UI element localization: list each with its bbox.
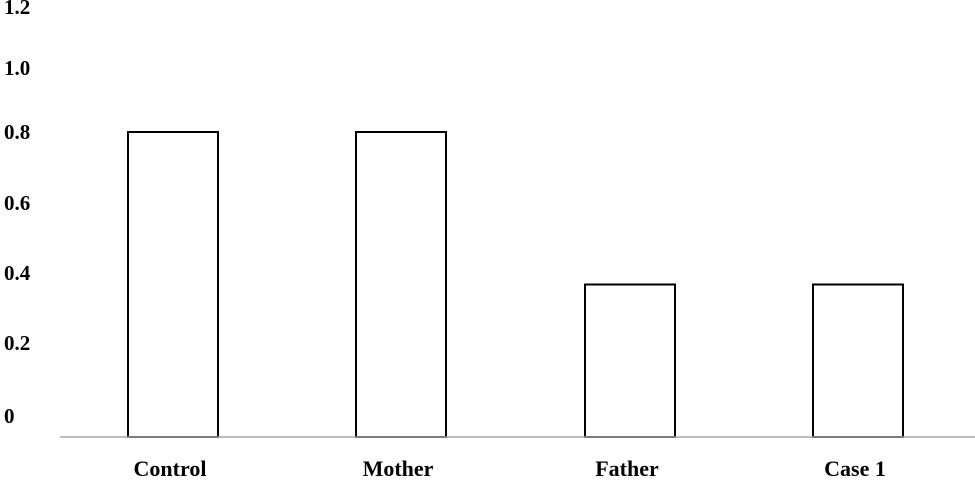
y-tick-label: 0 bbox=[4, 404, 15, 428]
bar-series bbox=[127, 131, 904, 438]
x-tick-label: Mother bbox=[363, 456, 434, 481]
y-tick-label: 0.2 bbox=[4, 331, 30, 355]
x-tick-label: Father bbox=[595, 456, 659, 481]
bar-father bbox=[584, 283, 676, 438]
y-tick-label: 1.2 bbox=[4, 0, 30, 19]
y-axis-tick-labels: 0 0.2 0.4 0.6 0.8 1.0 1.2 bbox=[4, 0, 31, 428]
y-tick-label: 1.0 bbox=[4, 56, 30, 80]
y-tick-label: 0.4 bbox=[4, 261, 31, 285]
x-axis-tick-labels: Control Mother Father Case 1 bbox=[134, 456, 886, 481]
y-tick-label: 0.8 bbox=[4, 120, 30, 144]
bar-mother bbox=[355, 131, 447, 438]
x-tick-label: Case 1 bbox=[824, 456, 886, 481]
bar-control bbox=[127, 131, 219, 438]
y-tick-label: 0.6 bbox=[4, 191, 30, 215]
bar-case-1 bbox=[812, 283, 904, 438]
x-tick-label: Control bbox=[134, 456, 207, 481]
